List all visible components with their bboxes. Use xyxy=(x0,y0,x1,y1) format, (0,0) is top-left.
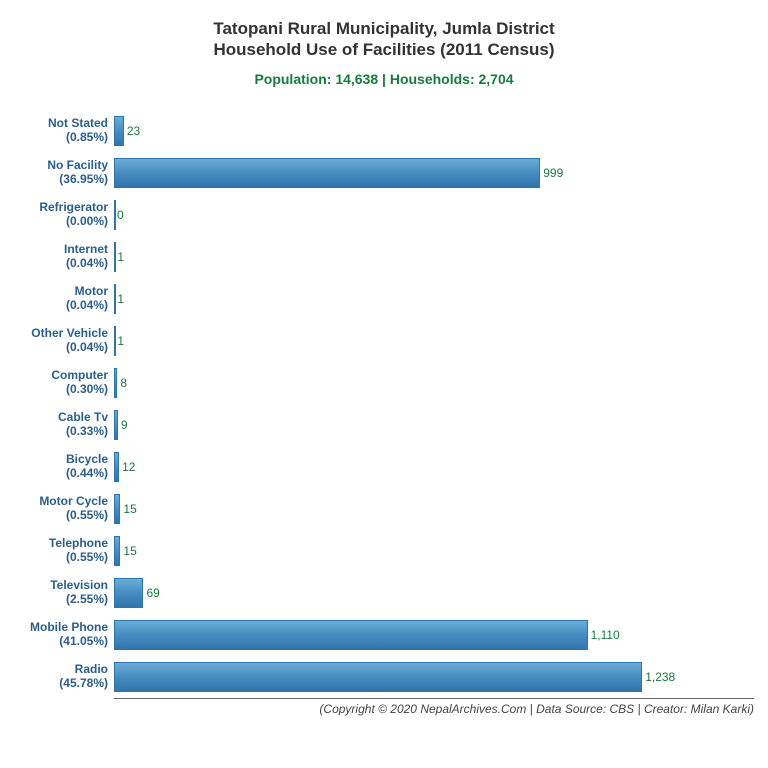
bar xyxy=(114,326,116,356)
category-label: Refrigerator(0.00%) xyxy=(8,201,108,229)
category-name: Other Vehicle xyxy=(31,326,108,340)
category-name: Computer xyxy=(51,368,108,382)
bar-value-label: 1 xyxy=(117,292,124,306)
bar xyxy=(114,620,588,650)
bar-row: Motor(0.04%) 1 xyxy=(0,278,768,320)
bar-value-label: 23 xyxy=(127,124,140,138)
category-pct: (2.55%) xyxy=(66,592,108,606)
category-pct: (36.95%) xyxy=(59,172,108,186)
bar-value-label: 15 xyxy=(123,502,136,516)
category-label: Bicycle(0.44%) xyxy=(8,453,108,481)
bar xyxy=(114,200,116,230)
bar xyxy=(114,284,116,314)
bar-row: No Facility(36.95%) 999 xyxy=(0,152,768,194)
category-label: Computer(0.30%) xyxy=(8,369,108,397)
category-name: Radio xyxy=(75,662,108,676)
bar xyxy=(114,158,540,188)
category-pct: (0.85%) xyxy=(66,130,108,144)
category-label: Motor Cycle(0.55%) xyxy=(8,495,108,523)
bar-row: Refrigerator(0.00%) 0 xyxy=(0,194,768,236)
bar xyxy=(114,410,118,440)
bar-value-label: 69 xyxy=(146,586,159,600)
category-label: Not Stated(0.85%) xyxy=(8,117,108,145)
bar-value-label: 15 xyxy=(123,544,136,558)
bar-value-label: 8 xyxy=(120,376,127,390)
bar-row: Computer(0.30%) 8 xyxy=(0,362,768,404)
bar xyxy=(114,116,124,146)
bar-row: Telephone(0.55%) 15 xyxy=(0,530,768,572)
bar-value-label: 1,110 xyxy=(591,628,620,642)
category-pct: (0.55%) xyxy=(66,508,108,522)
category-pct: (0.55%) xyxy=(66,550,108,564)
category-name: Refrigerator xyxy=(39,200,108,214)
category-label: Other Vehicle(0.04%) xyxy=(8,327,108,355)
category-label: Internet(0.04%) xyxy=(8,243,108,271)
category-pct: (0.33%) xyxy=(66,424,108,438)
bar-value-label: 0 xyxy=(117,208,124,222)
bar-row: Internet(0.04%) 1 xyxy=(0,236,768,278)
bar xyxy=(114,662,642,692)
bar-value-label: 9 xyxy=(121,418,128,432)
category-name: Telephone xyxy=(49,536,108,550)
category-label: Radio(45.78%) xyxy=(8,663,108,691)
category-pct: (0.30%) xyxy=(66,382,108,396)
category-label: Cable Tv(0.33%) xyxy=(8,411,108,439)
bar-row: Television(2.55%) 69 xyxy=(0,572,768,614)
category-pct: (0.04%) xyxy=(66,298,108,312)
bar xyxy=(114,242,116,272)
category-label: Telephone(0.55%) xyxy=(8,537,108,565)
category-label: Mobile Phone(41.05%) xyxy=(8,621,108,649)
category-pct: (0.44%) xyxy=(66,466,108,480)
bar xyxy=(114,494,120,524)
bar-row: Cable Tv(0.33%) 9 xyxy=(0,404,768,446)
x-axis-line xyxy=(114,698,754,699)
title-line-1: Tatopani Rural Municipality, Jumla Distr… xyxy=(0,18,768,39)
category-pct: (0.00%) xyxy=(66,214,108,228)
bar-row: Not Stated(0.85%) 23 xyxy=(0,110,768,152)
bar-value-label: 1,238 xyxy=(645,670,675,684)
category-name: Cable Tv xyxy=(58,410,108,424)
bar-row: Other Vehicle(0.04%) 1 xyxy=(0,320,768,362)
bar-value-label: 999 xyxy=(543,166,563,180)
category-label: Television(2.55%) xyxy=(8,579,108,607)
bar-row: Motor Cycle(0.55%) 15 xyxy=(0,488,768,530)
category-name: Television xyxy=(50,578,108,592)
category-pct: (0.04%) xyxy=(66,256,108,270)
bar-chart: Not Stated(0.85%)23No Facility(36.95%)99… xyxy=(0,110,768,718)
footer-credit: (Copyright © 2020 NepalArchives.Com | Da… xyxy=(319,702,754,716)
category-name: Bicycle xyxy=(66,452,108,466)
bar-row: Radio(45.78%) 1,238 xyxy=(0,656,768,698)
category-name: Motor Cycle xyxy=(39,494,108,508)
category-label: No Facility(36.95%) xyxy=(8,159,108,187)
category-name: No Facility xyxy=(47,158,108,172)
bar-value-label: 1 xyxy=(117,334,124,348)
title-line-2: Household Use of Facilities (2011 Census… xyxy=(0,39,768,60)
bar-value-label: 12 xyxy=(122,460,135,474)
bar-value-label: 1 xyxy=(117,250,124,264)
chart-title-block: Tatopani Rural Municipality, Jumla Distr… xyxy=(0,0,768,87)
category-name: Not Stated xyxy=(48,116,108,130)
category-pct: (41.05%) xyxy=(59,634,108,648)
bar-row: Mobile Phone(41.05%) 1,110 xyxy=(0,614,768,656)
category-label: Motor(0.04%) xyxy=(8,285,108,313)
bar xyxy=(114,536,120,566)
bar-row: Bicycle(0.44%) 12 xyxy=(0,446,768,488)
bar xyxy=(114,578,143,608)
subtitle: Population: 14,638 | Households: 2,704 xyxy=(0,71,768,87)
bar xyxy=(114,368,117,398)
category-name: Internet xyxy=(64,242,108,256)
category-pct: (45.78%) xyxy=(59,676,108,690)
bar xyxy=(114,452,119,482)
category-name: Mobile Phone xyxy=(30,620,108,634)
category-pct: (0.04%) xyxy=(66,340,108,354)
category-name: Motor xyxy=(75,284,108,298)
